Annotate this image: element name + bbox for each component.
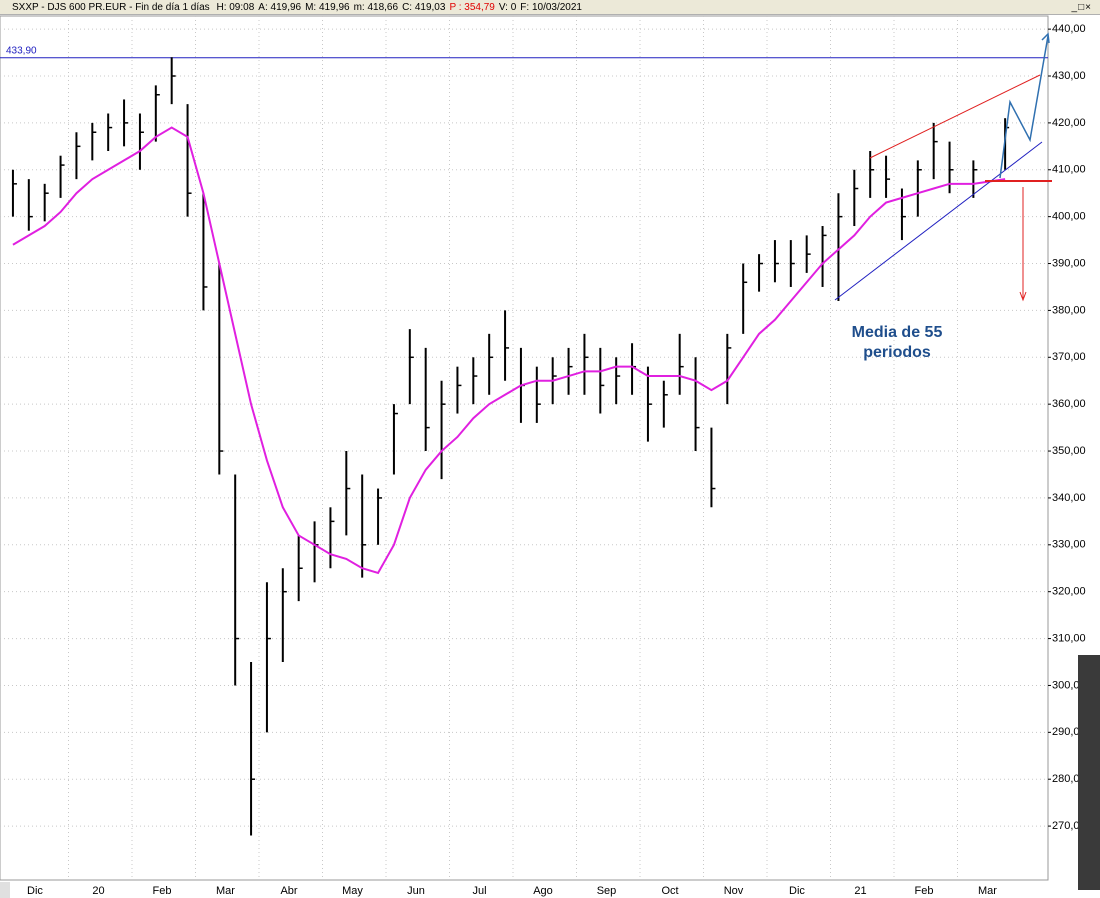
- y-tick-label: 440,00: [1052, 23, 1086, 35]
- y-tick-label: 290,00: [1052, 726, 1086, 738]
- header-title: SXXP - DJS 600 PR.EUR - Fin de día 1 día…: [12, 2, 210, 13]
- overlay-image: [1078, 655, 1100, 890]
- y-tick-label: 400,00: [1052, 211, 1086, 223]
- marks: [0, 57, 1048, 836]
- y-tick-label: 360,00: [1052, 398, 1086, 410]
- x-tick-label: Mar: [978, 885, 997, 897]
- y-tick-label: 380,00: [1052, 304, 1086, 316]
- down-arrow-head: [1019, 291, 1027, 302]
- header-field: M: 419,96: [305, 2, 350, 13]
- x-tick-label: Jun: [407, 885, 425, 897]
- x-tick-label: Nov: [724, 885, 744, 897]
- header-field: A: 419,96: [258, 2, 302, 13]
- annotation: Media de 55: [852, 324, 943, 341]
- y-tick-label: 330,00: [1052, 539, 1086, 551]
- moving-average-line: [12, 126, 1006, 575]
- header-field: m: 418,66: [353, 2, 399, 13]
- y-tick-label: 410,00: [1052, 164, 1086, 176]
- axis-labels: 440,00 430,00 420,00 410,00 400,00 390,00 380,…: [6, 23, 1086, 897]
- y-tick-label: 390,00: [1052, 257, 1086, 269]
- y-tick-label: 420,00: [1052, 117, 1086, 129]
- header-field: P : 354,79: [449, 2, 495, 13]
- y-tick-label: 320,00: [1052, 586, 1086, 598]
- x-tick-label: Oct: [661, 885, 678, 897]
- y-tick-label: 350,00: [1052, 445, 1086, 457]
- window-buttons[interactable]: _□×: [1071, 2, 1092, 13]
- x-tick-label: 21: [854, 885, 866, 897]
- x-tick-label: Sep: [597, 885, 617, 897]
- header-field: V: 0: [498, 2, 517, 13]
- header-field: F: 10/03/2021: [520, 2, 582, 13]
- x-tick-label: Mar: [216, 885, 235, 897]
- projection-arrow: [999, 35, 1049, 179]
- header-bar: SXXP - DJS 600 PR.EUR - Fin de día 1 día…: [0, 0, 1100, 15]
- x-tick-label: 20: [92, 885, 104, 897]
- header-field: H: 09:08: [216, 2, 255, 13]
- x-tick-label: Dic: [27, 885, 43, 897]
- x-tick-label: Feb: [153, 885, 172, 897]
- y-tick-label: 270,00: [1052, 820, 1086, 832]
- x-tick-label: Abr: [280, 885, 297, 897]
- scroll-button[interactable]: [0, 882, 10, 898]
- x-tick-label: Feb: [915, 885, 934, 897]
- reference-label: 433,90: [6, 45, 37, 56]
- header-field: C: 419,03: [402, 2, 446, 13]
- x-tick-label: Jul: [472, 885, 486, 897]
- plot-area: [0, 15, 1049, 881]
- y-tick-label: 340,00: [1052, 492, 1086, 504]
- grid: [0, 16, 1051, 880]
- annotation: periodos: [863, 344, 931, 361]
- y-tick-label: 310,00: [1052, 632, 1086, 644]
- y-tick-label: 370,00: [1052, 351, 1086, 363]
- y-tick-label: 300,00: [1052, 679, 1086, 691]
- support-line: [834, 141, 1043, 301]
- x-tick-label: May: [342, 885, 363, 897]
- x-tick-label: Dic: [789, 885, 805, 897]
- resistance-line: [869, 74, 1041, 159]
- y-tick-label: 430,00: [1052, 70, 1086, 82]
- y-tick-label: 280,00: [1052, 773, 1086, 785]
- projection-arrow-head: [1041, 32, 1050, 44]
- x-tick-label: Ago: [533, 885, 553, 897]
